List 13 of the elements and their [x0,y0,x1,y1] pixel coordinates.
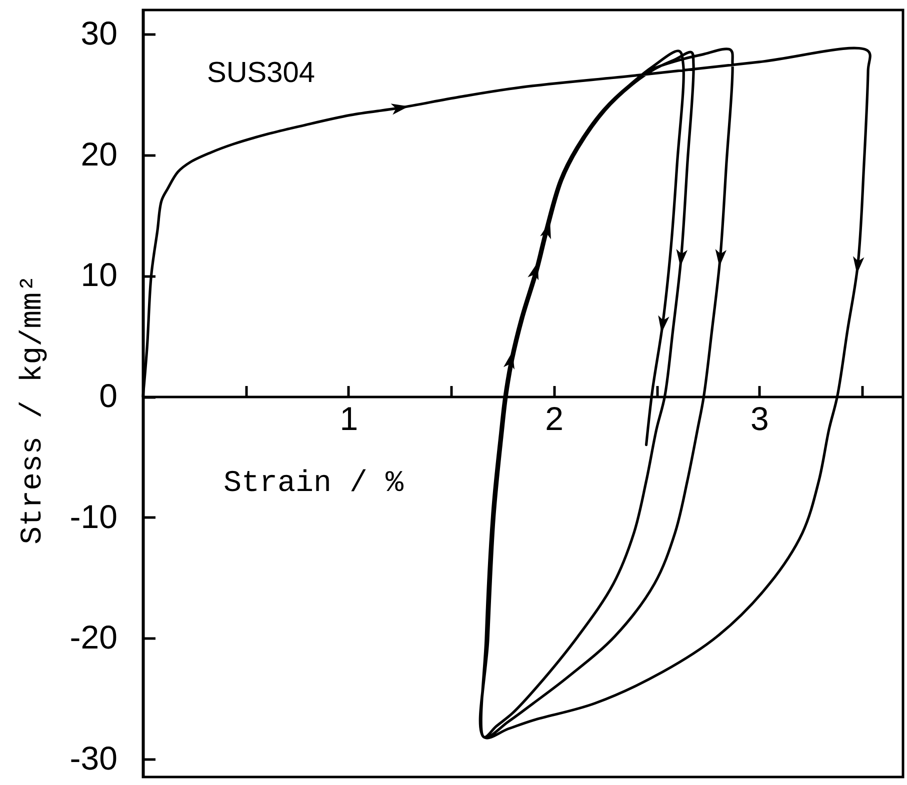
y-tick-label: 10 [80,256,118,294]
y-tick-label: 20 [80,135,118,172]
x-tick-label: 2 [545,400,564,438]
y-axis-title: Stress / kg/mm² [16,274,50,544]
y-tick-label: -20 [70,618,118,656]
x-axis-title: Strain / % [224,467,405,502]
y-tick-label: 30 [80,14,118,52]
y-tick-label: -30 [70,739,118,776]
y-tick-label: 0 [99,377,118,414]
annotation: SUS304 [207,57,316,89]
x-tick-label: 3 [750,400,769,438]
y-tick-label: -10 [70,498,118,535]
x-tick-label: 1 [340,400,358,438]
